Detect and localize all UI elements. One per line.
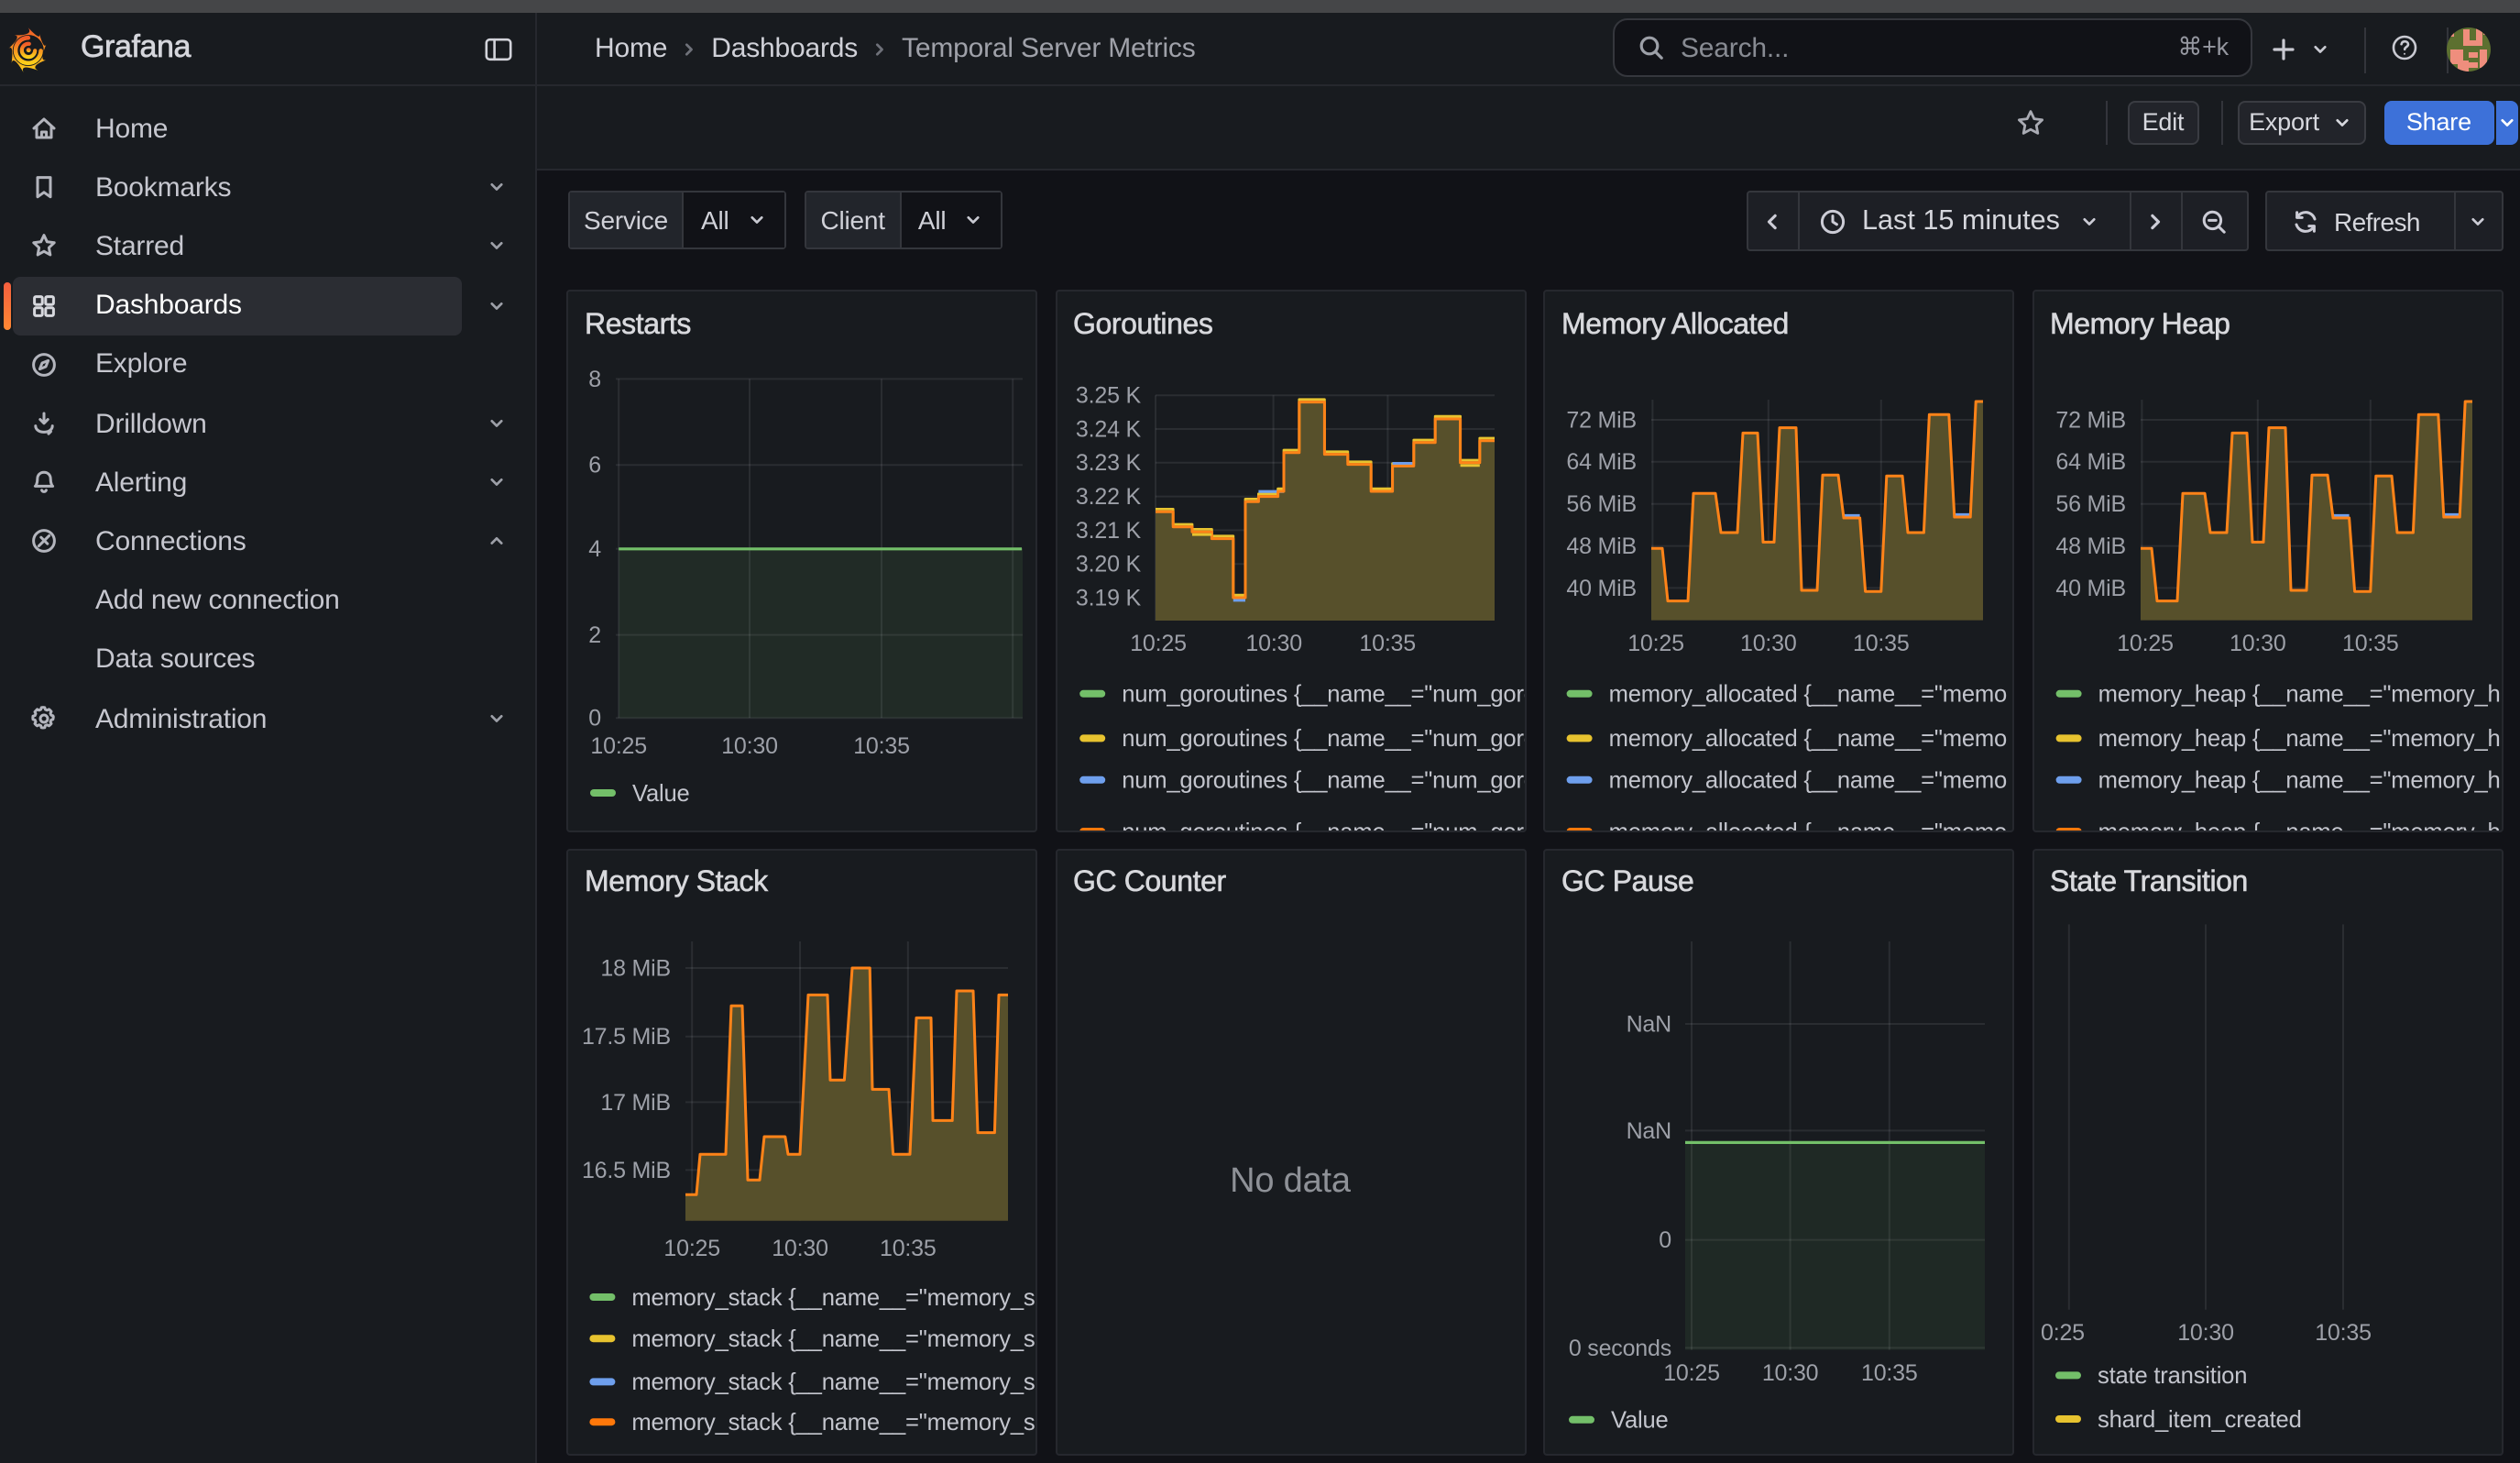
svg-text:10:30: 10:30: [2176, 1319, 2233, 1345]
svg-text:3.20 K: 3.20 K: [1075, 552, 1141, 578]
svg-text:10:25: 10:25: [1129, 631, 1186, 656]
svg-text:memory_stack {__name__="memory: memory_stack {__name__="memory_s: [631, 1326, 1035, 1351]
svg-text:72 MiB: 72 MiB: [2054, 407, 2125, 433]
svg-text:10:25: 10:25: [590, 733, 647, 759]
svg-text:memory_heap {__name__="memory_: memory_heap {__name__="memory_h: [2098, 768, 2500, 794]
svg-text:10:30: 10:30: [1244, 631, 1301, 656]
svg-text:0: 0: [1659, 1226, 1671, 1252]
svg-text:num_goroutines {__name__="num_: num_goroutines {__name__="num_gorout: [1121, 726, 1526, 752]
svg-text:memory_heap {__name__="memory_: memory_heap {__name__="memory_h: [2098, 726, 2500, 752]
svg-text:Value: Value: [632, 781, 690, 807]
svg-text:shard_item_created: shard_item_created: [2097, 1406, 2301, 1432]
svg-text:0 seconds: 0 seconds: [1569, 1335, 1671, 1360]
svg-text:NaN: NaN: [1627, 1117, 1671, 1143]
svg-text:6: 6: [588, 453, 601, 478]
svg-text:56 MiB: 56 MiB: [2054, 491, 2125, 517]
svg-text:Value: Value: [1611, 1407, 1669, 1433]
svg-text:10:25: 10:25: [663, 1235, 720, 1260]
svg-text:16.5 MiB: 16.5 MiB: [582, 1157, 671, 1182]
svg-text:3.24 K: 3.24 K: [1075, 416, 1141, 442]
svg-text:3.25 K: 3.25 K: [1075, 383, 1141, 409]
svg-text:memory_allocated {__name__="me: memory_allocated {__name__="memo: [1609, 820, 2007, 832]
svg-text:num_goroutines {__name__="num_: num_goroutines {__name__="num_gorout: [1121, 768, 1526, 794]
svg-text:10:30: 10:30: [721, 733, 778, 759]
svg-text:10:35: 10:35: [1358, 631, 1415, 656]
svg-text:10:35: 10:35: [853, 733, 910, 759]
svg-text:18 MiB: 18 MiB: [600, 954, 671, 980]
svg-text:memory_heap {__name__="memory_: memory_heap {__name__="memory_h: [2098, 820, 2500, 832]
svg-text:3.21 K: 3.21 K: [1075, 518, 1141, 544]
svg-text:56 MiB: 56 MiB: [1566, 491, 1637, 517]
svg-text:memory_allocated {__name__="me: memory_allocated {__name__="memo: [1609, 768, 2007, 794]
svg-text:10:35: 10:35: [2314, 1319, 2371, 1345]
svg-text:memory_stack {__name__="memory: memory_stack {__name__="memory_s: [631, 1369, 1035, 1394]
svg-text:64 MiB: 64 MiB: [2054, 449, 2125, 475]
svg-text:40 MiB: 40 MiB: [2054, 576, 2125, 601]
svg-text:40 MiB: 40 MiB: [1566, 576, 1637, 601]
svg-text:3.19 K: 3.19 K: [1075, 585, 1141, 610]
svg-text:num_goroutines {__name__="num_: num_goroutines {__name__="num_gorout: [1121, 820, 1526, 832]
svg-text:17.5 MiB: 17.5 MiB: [582, 1023, 671, 1049]
svg-text:memory_allocated {__name__="me: memory_allocated {__name__="memo: [1609, 682, 2007, 708]
svg-text:0:25: 0:25: [2040, 1319, 2084, 1345]
svg-text:10:25: 10:25: [1663, 1359, 1720, 1385]
svg-text:8: 8: [588, 367, 601, 392]
svg-text:64 MiB: 64 MiB: [1566, 449, 1637, 475]
svg-text:memory_stack {__name__="memory: memory_stack {__name__="memory_s: [631, 1409, 1035, 1435]
svg-text:10:30: 10:30: [1762, 1359, 1819, 1385]
svg-text:10:35: 10:35: [880, 1235, 937, 1260]
svg-text:10:30: 10:30: [2229, 631, 2285, 656]
svg-text:10:25: 10:25: [1627, 631, 1684, 656]
svg-text:2: 2: [588, 622, 601, 648]
svg-text:72 MiB: 72 MiB: [1566, 407, 1637, 433]
svg-text:10:30: 10:30: [772, 1235, 828, 1260]
svg-text:17 MiB: 17 MiB: [600, 1089, 671, 1115]
svg-text:10:35: 10:35: [1853, 631, 1910, 656]
svg-text:memory_heap {__name__="memory_: memory_heap {__name__="memory_h: [2098, 682, 2500, 708]
svg-text:memory_allocated {__name__="me: memory_allocated {__name__="memo: [1609, 726, 2007, 752]
svg-text:3.23 K: 3.23 K: [1075, 450, 1141, 476]
svg-text:state transition: state transition: [2097, 1362, 2246, 1388]
svg-text:memory_stack {__name__="memory: memory_stack {__name__="memory_s: [631, 1284, 1035, 1310]
svg-text:48 MiB: 48 MiB: [1566, 534, 1637, 559]
svg-text:10:25: 10:25: [2116, 631, 2173, 656]
svg-text:48 MiB: 48 MiB: [2054, 534, 2125, 559]
svg-text:NaN: NaN: [1627, 1010, 1671, 1036]
svg-text:10:35: 10:35: [1861, 1359, 1918, 1385]
svg-text:0: 0: [588, 706, 601, 732]
svg-text:3.22 K: 3.22 K: [1075, 484, 1141, 510]
svg-text:num_goroutines {__name__="num_: num_goroutines {__name__="num_gorout: [1121, 682, 1526, 708]
svg-text:10:30: 10:30: [1740, 631, 1797, 656]
svg-text:10:35: 10:35: [2341, 631, 2398, 656]
svg-text:4: 4: [588, 536, 601, 562]
